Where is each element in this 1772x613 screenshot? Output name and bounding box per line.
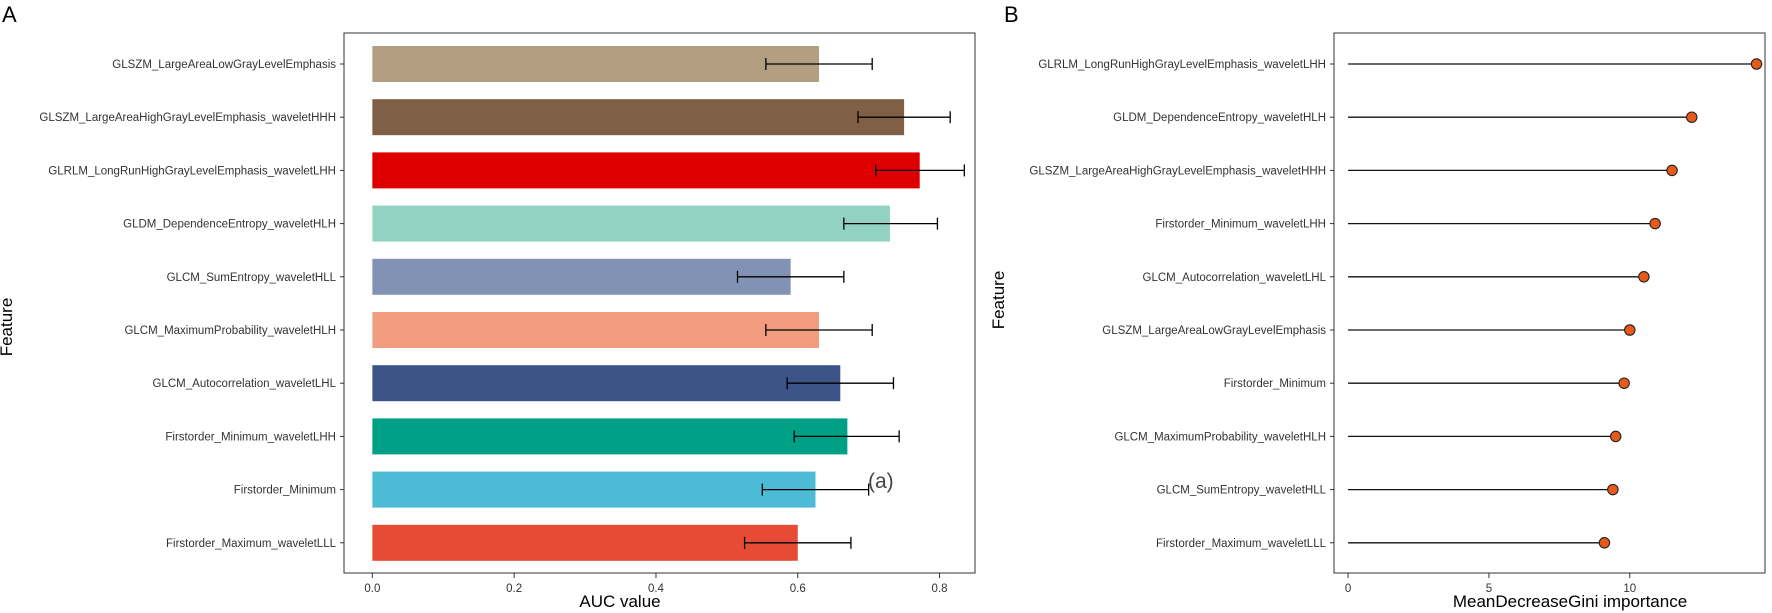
feature-label-glcm-sumentropy-wavelethll: GLCM_SumEntropy_waveletHLL: [1157, 485, 1327, 497]
x-tick-label: 0.2: [506, 583, 522, 595]
point-firstorder-minimum: [1618, 377, 1630, 389]
panel-a-x-axis-title: AUC value: [579, 592, 660, 611]
feature-label-firstorder-maximum-waveletlll: Firstorder_Maximum_waveletLLL: [1156, 538, 1327, 550]
point-gldm-dependenceentropy-wavelethlh: [1686, 111, 1698, 123]
point-firstorder-maximum-waveletlll: [1598, 537, 1611, 549]
panel-b-feature-labels: GLRLM_LongRunHighGrayLevelEmphasis_wavel…: [1029, 59, 1334, 550]
feature-label-firstorder-minimum: Firstorder_Minimum: [234, 485, 336, 497]
panel-b-stems: [1348, 63, 1757, 544]
feature-label-glrlm-longrunhighgraylevelemphasis-waveletlhh: GLRLM_LongRunHighGrayLevelEmphasis_wavel…: [48, 165, 336, 177]
panel-a-label: A: [2, 2, 17, 27]
bar-glcm-autocorrelation-waveletlhl: [372, 365, 841, 402]
feature-label-glszm-largearealowgraylevelemphasis: GLSZM_LargeAreaLowGrayLevelEmphasis: [1102, 325, 1326, 337]
panel-a-feature-labels: GLSZM_LargeAreaLowGrayLevelEmphasis GLSZM…: [39, 59, 344, 550]
bar-gldm-dependenceentropy-wavelethlh: [372, 205, 890, 242]
bar-glszm-largearealowgraylevelemphasis: [372, 46, 820, 82]
x-tick-label: 10: [1623, 583, 1636, 595]
feature-label-firstorder-minimum-waveletlhh: Firstorder_Minimum_waveletLHH: [1155, 219, 1326, 231]
point-glcm-autocorrelation-waveletlhl: [1638, 271, 1650, 283]
panel-a-plot-frame: [343, 32, 976, 574]
bar-firstorder-maximum-waveletlll: [372, 524, 798, 561]
x-tick-label: 0.8: [932, 583, 948, 595]
bar-glszm-largeareahighgraylevelemphasis-wavelethhh: [372, 99, 905, 136]
feature-label-firstorder-minimum: Firstorder_Minimum: [1224, 378, 1326, 390]
feature-label-glcm-autocorrelation-waveletlhl: GLCM_Autocorrelation_waveletLHL: [1143, 272, 1327, 284]
feature-label-gldm-dependenceentropy-wavelethlh: GLDM_DependenceEntropy_waveletHLH: [1113, 112, 1326, 124]
panel-a-error-bars: [736, 58, 966, 549]
bar-glrlm-longrunhighgraylevelemphasis-waveletlhh: [372, 152, 920, 189]
bar-glcm-maximumprobability-wavelethlh: [372, 312, 820, 348]
panel-b-x-axis-title: MeanDecreaseGini importance: [1453, 592, 1687, 611]
feature-label-glcm-maximumprobability-wavelethlh: GLCM_MaximumProbability_waveletHLH: [124, 325, 336, 337]
panel-b-y-axis-title: Feature: [989, 271, 1008, 330]
panel-b-points: [1598, 58, 1763, 549]
point-firstorder-minimum-waveletlhh: [1649, 217, 1661, 230]
x-tick-label: 0.0: [364, 583, 380, 595]
panel-a-x-ticks: 0.0 0.2 0.4 0.6 0.8: [364, 573, 948, 595]
x-tick-label: 0: [1345, 583, 1351, 595]
panel-b-chart: GLRLM_LongRunHighGrayLevelEmphasis_wavel…: [989, 32, 1766, 611]
x-tick-label: 0.6: [790, 583, 806, 595]
bar-glcm-sumentropy-wavelethll: [372, 258, 791, 295]
panel-b-x-ticks: 0 5 10: [1345, 573, 1636, 595]
point-glrlm-longrunhighgraylevelemphasis-waveletlhh: [1750, 58, 1763, 70]
feature-label-glszm-largeareahighgraylevelemphasis-wavelethhh: GLSZM_LargeAreaHighGrayLevelEmphasis_wav…: [1029, 165, 1326, 177]
x-tick-label: 0.4: [648, 583, 665, 595]
point-glcm-sumentropy-wavelethll: [1607, 483, 1619, 496]
feature-label-glszm-largeareahighgraylevelemphasis-wavelethhh: GLSZM_LargeAreaHighGrayLevelEmphasis_wav…: [39, 112, 336, 124]
feature-label-glszm-largearealowgraylevelemphasis: GLSZM_LargeAreaLowGrayLevelEmphasis: [112, 59, 336, 71]
x-tick-label: 5: [1486, 583, 1492, 595]
panel-b-plot-frame: [1333, 32, 1766, 574]
feature-label-glcm-sumentropy-wavelethll: GLCM_SumEntropy_waveletHLL: [167, 272, 337, 284]
feature-label-glcm-autocorrelation-waveletlhl: GLCM_Autocorrelation_waveletLHL: [153, 378, 337, 390]
feature-label-firstorder-maximum-waveletlll: Firstorder_Maximum_waveletLLL: [166, 538, 337, 550]
panel-a-chart: GLSZM_LargeAreaLowGrayLevelEmphasis GLSZM…: [0, 32, 976, 611]
bar-firstorder-minimum: [372, 471, 816, 508]
point-glcm-maximumprobability-wavelethlh: [1609, 430, 1622, 443]
panel-a-bars: [372, 46, 920, 561]
point-glszm-largearealowgraylevelemphasis: [1624, 324, 1636, 336]
panel-b-label: B: [1004, 2, 1019, 27]
panel-a-annotation: (a): [868, 470, 894, 493]
feature-label-glcm-maximumprobability-wavelethlh: GLCM_MaximumProbability_waveletHLH: [1114, 431, 1326, 443]
feature-label-glrlm-longrunhighgraylevelemphasis-waveletlhh: GLRLM_LongRunHighGrayLevelEmphasis_wavel…: [1038, 59, 1326, 71]
feature-label-gldm-dependenceentropy-wavelethlh: GLDM_DependenceEntropy_waveletHLH: [123, 219, 336, 231]
point-glszm-largeareahighgraylevelemphasis-wavelethhh: [1666, 164, 1678, 177]
feature-label-firstorder-minimum-waveletlhh: Firstorder_Minimum_waveletLHH: [165, 431, 336, 443]
panel-a-y-axis-title: Feature: [0, 298, 16, 357]
bar-firstorder-minimum-waveletlhh: [372, 418, 848, 455]
